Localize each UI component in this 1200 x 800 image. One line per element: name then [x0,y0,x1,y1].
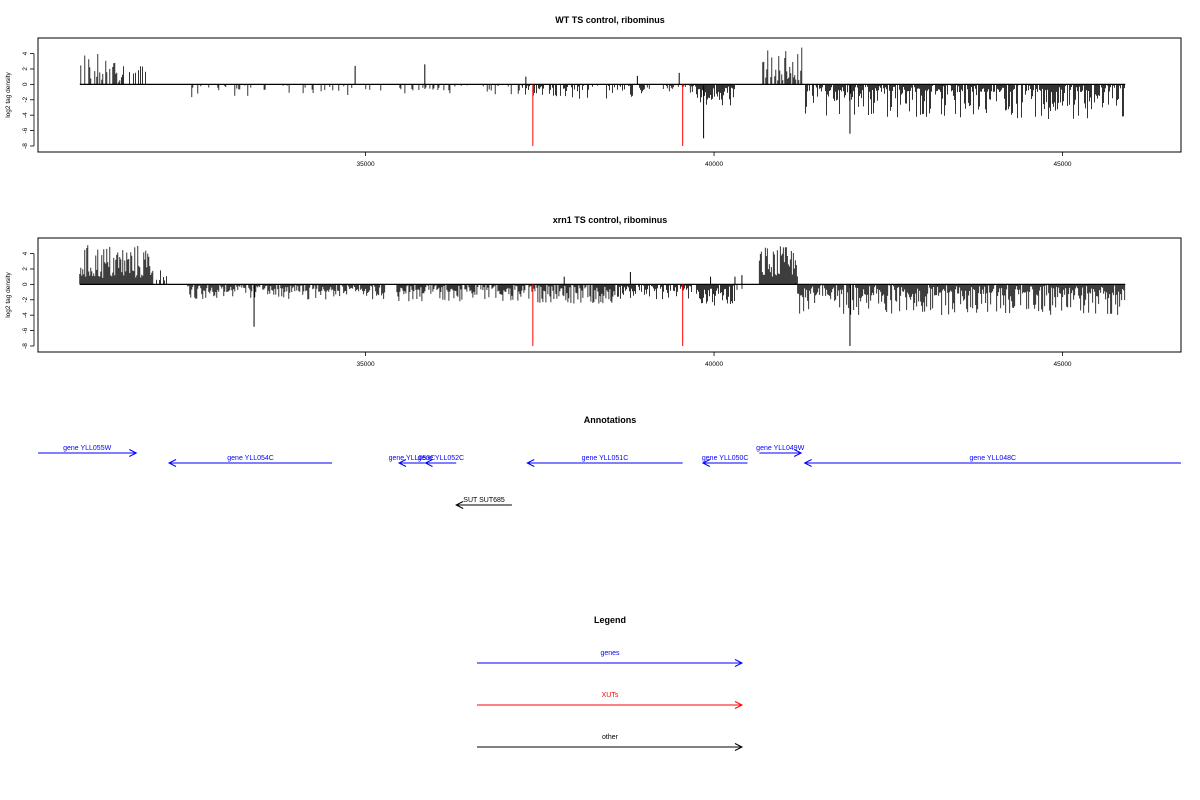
xrn1-x-tick-label: 40000 [705,361,723,368]
xrn1-x-tick-label: 45000 [1053,361,1071,368]
wt-y-tick-label: -6 [22,127,29,133]
annotation-label: gene YLL053C [389,455,436,462]
annotation-label: gene YLL055W [63,445,112,452]
annotation-feature: gene YLL048C [803,455,1181,467]
xrn1-y-tick-label: 0 [22,282,29,286]
wt-x-tick-label: 40000 [705,161,723,168]
wt-y-tick-label: -4 [22,112,29,118]
legend-title: Legend [594,615,626,625]
legend-arrow-head [734,659,744,667]
annotation-feature: gene YLL050C [701,455,749,467]
legend-item-xut: XUTs [477,692,744,709]
legend-label: genes [600,650,620,657]
annotation-feature: gene YLL052C [418,455,465,467]
annotation-arrow-head [455,501,464,509]
annotation-arrow-head [397,459,407,467]
annotation-label: SUT SUT685 [463,497,505,504]
annotation-feature: SUT SUT685 [455,497,512,509]
annotations-title: Annotations [584,415,637,425]
legend-arrow-head [734,701,744,709]
legend-label: other [602,734,619,741]
xrn1-y-axis: -8 -6 -4 -2 0 2 4 [22,251,35,349]
annotation-arrow-head [424,459,433,467]
annotation-arrow-head [526,459,535,467]
annotation-feature: gene YLL053C [389,455,436,467]
wt-density-bars [79,47,1126,139]
legend-arrow-head [734,743,744,751]
wt-y-tick-label: 2 [22,67,29,71]
xrn1-marker-lines [532,284,684,346]
wt-y-tick-label: -8 [22,143,29,149]
legend-item-other: other [477,734,744,751]
legend-items: genes XUTs other [477,650,744,751]
xrn1-plot-frame [37,237,1182,353]
annotation-label: gene YLL048C [970,455,1017,462]
wt-plot-frame [37,37,1182,153]
annotation-label: gene YLL051C [582,455,629,462]
wt-y-axis: -8 -6 -4 -2 0 2 4 [22,51,35,149]
annotation-label: gene YLL049W [756,445,805,452]
xrn1-panel-title: xrn1 TS control, ribominus [553,215,668,225]
annotation-label: gene YLL052C [418,455,465,462]
annotation-feature: gene YLL054C [167,455,333,467]
legend: Legend genes XUTs other [477,615,744,751]
annotation-arrow-head [129,449,138,457]
wt-y-tick-label: -2 [22,97,29,103]
annotation-label: gene YLL054C [227,455,274,462]
wt-y-tick-label: 4 [22,51,29,55]
annotation-arrow-head [793,449,803,457]
annotation-feature: gene YLL055W [38,445,138,457]
annotations-track: Annotations gene YLL055W gene YLL054C gene… [38,415,1181,509]
wt-x-tick-label: 45000 [1053,161,1071,168]
xrn1-density-bars [79,245,1126,346]
wt-y-axis-label: log2 tag density [5,71,12,117]
xrn1-x-axis: 35000 40000 45000 [357,352,1072,368]
wt-x-tick-label: 35000 [357,161,375,168]
xrn1-y-tick-label: -8 [22,343,29,349]
annotation-arrow-head [167,459,177,467]
annotation-arrow-head [803,459,812,467]
xrn1-x-tick-label: 35000 [357,361,375,368]
legend-item-gene: genes [477,650,744,667]
xrn1-y-axis-label: log2 tag density [5,271,12,317]
xrn1-y-tick-label: 2 [22,267,29,271]
annotation-feature: gene YLL051C [526,455,683,467]
wt-density-panel: WT TS control, ribominus -8 -6 -4 -2 0 2 4 350… [5,15,1182,168]
xrn1-y-tick-label: -2 [22,297,29,303]
annotation-arrow-head [701,459,711,467]
wt-x-axis: 35000 40000 45000 [357,152,1072,168]
annotation-feature: gene YLL049W [756,445,805,457]
xrn1-y-tick-label: -6 [22,327,29,333]
legend-label: XUTs [602,692,619,699]
xrn1-y-tick-label: -4 [22,312,29,318]
xrn1-density-panel: xrn1 TS control, ribominus -8 -6 -4 -2 0 2 4 3… [5,215,1182,368]
wt-panel-title: WT TS control, ribominus [555,15,665,25]
xrn1-y-tick-label: 4 [22,251,29,255]
wt-y-tick-label: 0 [22,82,29,86]
wt-marker-lines [532,84,684,146]
annotation-label: gene YLL050C [702,455,749,462]
